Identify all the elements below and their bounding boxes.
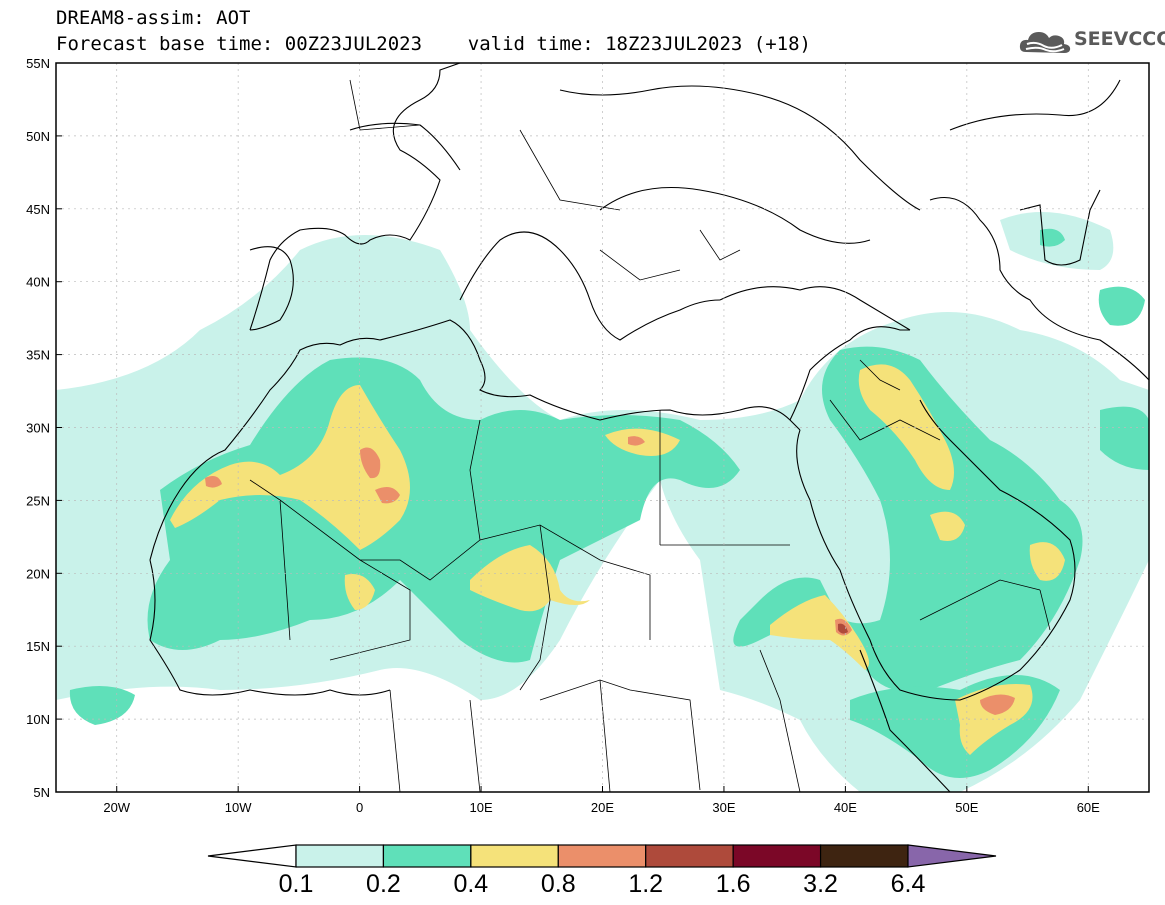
- lat-tick-label: 45N: [26, 202, 50, 217]
- colorbar-level-label: 1.6: [715, 870, 751, 898]
- gridlines: [56, 63, 1149, 792]
- lat-tick-label: 15N: [26, 639, 50, 654]
- lon-tick-label: 30E: [712, 800, 735, 815]
- lon-tick-label: 0: [356, 800, 363, 815]
- lon-tick-label: 10W: [225, 800, 252, 815]
- colorbar-over-triangle: [907, 844, 997, 868]
- lat-tick-label: 30N: [26, 421, 50, 436]
- colorbar-level-label: 1.2: [628, 870, 664, 898]
- colorbar-level-label: 0.8: [540, 870, 576, 898]
- lon-tick-label: 60E: [1077, 800, 1100, 815]
- lat-tick-label: 25N: [26, 493, 50, 508]
- colorbar-under-triangle: [207, 844, 297, 868]
- map-title-line1: DREAM8-assim: AOT: [56, 7, 251, 29]
- lat-tick-label: 40N: [26, 275, 50, 290]
- lon-tick-label: 50E: [955, 800, 978, 815]
- lat-tick-label: 50N: [26, 129, 50, 144]
- colorbar-box: [295, 844, 385, 868]
- colorbar-box: [645, 844, 734, 868]
- colorbar-level-label: 0.4: [453, 870, 489, 898]
- colorbar-level-label: 6.4: [890, 870, 926, 898]
- colorbar-box: [819, 844, 909, 868]
- lon-tick-label: 20W: [103, 800, 130, 815]
- map-title-line2: Forecast base time: 00Z23JUL2023 valid t…: [56, 33, 811, 55]
- lon-tick-label: 20E: [591, 800, 614, 815]
- colorbar: [207, 844, 997, 868]
- colorbar-level-label: 3.2: [803, 870, 838, 898]
- colorbar-box: [557, 844, 647, 868]
- colorbar-box: [470, 844, 559, 868]
- lat-labels: 55N 50N 45N 40N 35N 30N 25N 20N 15N 10N 5N: [26, 56, 62, 800]
- coastlines: [149, 63, 1149, 792]
- cloud-icon: [1019, 32, 1071, 53]
- seevccc-logo: SEEVCCC: [1018, 26, 1165, 56]
- colorbar-level-label: 0.1: [278, 870, 314, 898]
- country-borders: [249, 79, 1051, 792]
- logo-text: SEEVCCC: [1074, 28, 1165, 50]
- lat-tick-label: 35N: [26, 348, 50, 363]
- colorbar-box: [382, 844, 472, 868]
- lon-tick-label: 10E: [469, 800, 492, 815]
- lat-tick-label: 5N: [33, 785, 50, 800]
- colorbar-box: [732, 844, 822, 868]
- lon-tick-label: 40E: [834, 800, 857, 815]
- lat-tick-label: 20N: [26, 566, 50, 581]
- colorbar-level-label: 0.2: [366, 870, 401, 898]
- lat-tick-label: 55N: [26, 56, 50, 71]
- lon-labels: 20W 10W 0 10E 20E 30E 40E 50E 60E: [103, 786, 1100, 815]
- lat-tick-label: 10N: [26, 712, 50, 727]
